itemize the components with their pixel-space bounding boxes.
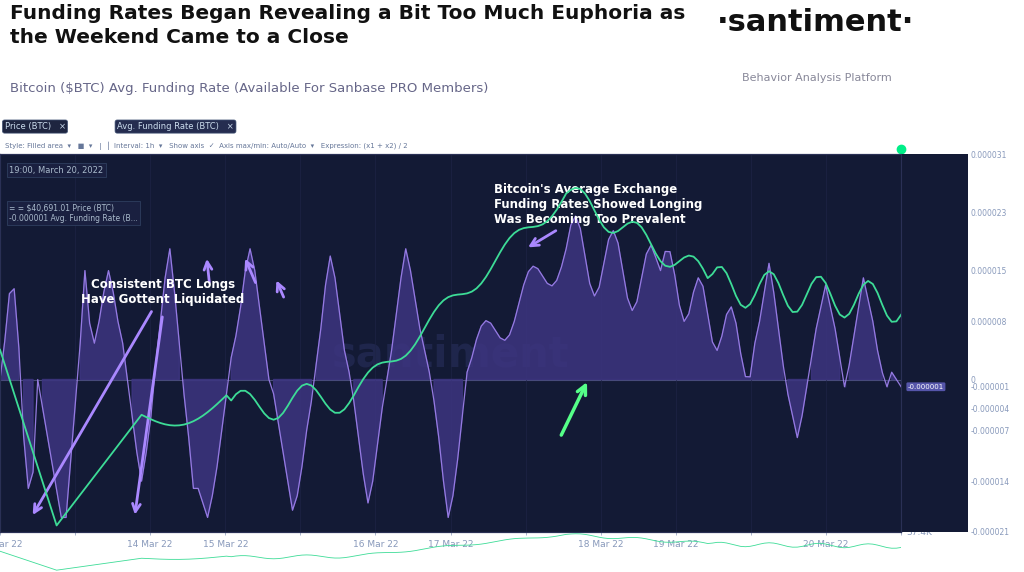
Text: -0.000001: -0.000001 (907, 384, 944, 390)
Text: Behavior Analysis Platform: Behavior Analysis Platform (742, 73, 892, 83)
Text: Funding Rates Began Revealing a Bit Too Much Euphoria as
the Weekend Came to a C: Funding Rates Began Revealing a Bit Too … (10, 3, 686, 47)
Text: Bitcoin ($BTC) Avg. Funding Rate (Available For Sanbase PRO Members): Bitcoin ($BTC) Avg. Funding Rate (Availa… (10, 82, 488, 95)
Text: santiment: santiment (332, 333, 569, 376)
Text: = = $40,691.01 Price (BTC)
-0.000001 Avg. Funding Rate (B...: = = $40,691.01 Price (BTC) -0.000001 Avg… (9, 204, 138, 223)
Text: Avg. Funding Rate (BTC)   ×: Avg. Funding Rate (BTC) × (117, 122, 233, 131)
Text: 19:00, March 20, 2022: 19:00, March 20, 2022 (9, 166, 103, 175)
Text: Bitcoin's Average Exchange: Bitcoin's Average Exchange (559, 124, 722, 133)
Text: Consistent BTC Longs
Have Gottent Liquidated: Consistent BTC Longs Have Gottent Liquid… (34, 279, 245, 513)
Text: Bitcoin's Average Exchange
Funding Rates Showed Longing
Was Becoming Too Prevale: Bitcoin's Average Exchange Funding Rates… (495, 184, 702, 246)
Text: Style: Filled area  ▾   ■  ▾   |  ⎟  Interval: 1h  ▾   Show axis  ✓  Axis max/mi: Style: Filled area ▾ ■ ▾ | ⎟ Interval: 1… (4, 142, 408, 150)
Text: ·santiment·: ·santiment· (717, 8, 914, 37)
Text: Price (BTC)   ×: Price (BTC) × (4, 122, 66, 131)
Text: 40.6K: 40.6K (910, 313, 935, 322)
